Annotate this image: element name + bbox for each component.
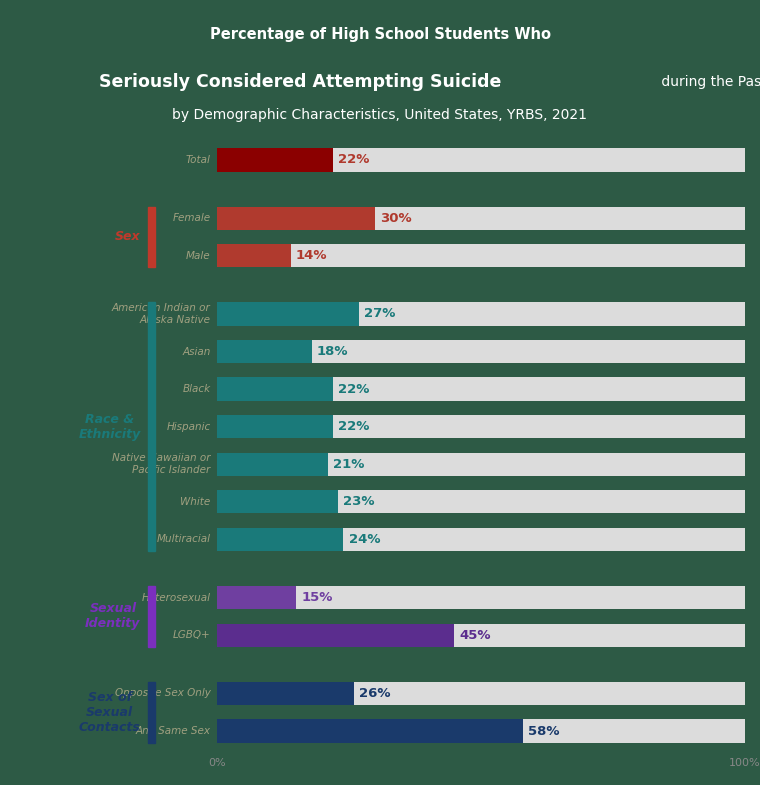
Text: 15%: 15% [301,591,332,604]
Bar [217,453,328,476]
Text: Percentage of High School Students Who: Percentage of High School Students Who [210,27,550,42]
Text: Total: Total [185,155,211,165]
Text: American Indian or
Alaska Native: American Indian or Alaska Native [112,303,211,325]
Bar [217,623,745,647]
Text: White: White [180,497,211,507]
Text: Opposite Sex Only: Opposite Sex Only [115,688,211,699]
Text: Seriously Considered Attempting Suicide: Seriously Considered Attempting Suicide [99,73,501,91]
Bar [217,490,338,513]
Bar [217,682,354,705]
Bar [217,148,745,172]
Text: 14%: 14% [296,249,328,262]
Text: Black: Black [182,384,211,394]
Bar [217,528,344,551]
Bar [217,244,745,268]
Text: LGBQ+: LGBQ+ [173,630,211,641]
Bar [217,206,745,230]
Text: Hispanic: Hispanic [166,422,211,432]
Bar [217,682,745,705]
Text: Asian: Asian [182,346,211,356]
Text: 23%: 23% [344,495,375,509]
Text: 58%: 58% [528,725,559,738]
Text: during the Past Year,: during the Past Year, [657,75,760,89]
Text: Multiracial: Multiracial [157,535,211,545]
Text: Female: Female [173,214,211,223]
Text: 26%: 26% [359,687,391,700]
Text: Sex of
Sexual
Contacts: Sex of Sexual Contacts [79,691,141,734]
Bar [217,415,333,438]
Bar [217,206,375,230]
Text: 22%: 22% [338,382,369,396]
Bar [217,378,745,401]
Text: 30%: 30% [380,212,412,225]
Text: 18%: 18% [317,345,348,358]
Text: 21%: 21% [333,458,364,471]
Bar [217,244,290,268]
Text: 24%: 24% [349,533,380,546]
Bar [217,340,745,363]
Text: Race &
Ethnicity: Race & Ethnicity [78,413,141,440]
Bar [217,453,745,476]
Bar [217,415,745,438]
Bar [217,586,296,609]
Text: Any Same Sex: Any Same Sex [135,726,211,736]
Bar [217,302,359,326]
Bar [217,623,454,647]
Text: Sexual
Identity: Sexual Identity [85,602,141,630]
Bar [217,586,745,609]
Bar [217,719,745,743]
Text: 22%: 22% [338,420,369,433]
Text: Male: Male [186,250,211,261]
Text: Heterosexual: Heterosexual [141,593,211,603]
Text: 22%: 22% [338,153,369,166]
Text: Sex: Sex [115,231,141,243]
Text: by Demographic Characteristics, United States, YRBS, 2021: by Demographic Characteristics, United S… [173,108,587,122]
Text: Native Hawaiian or
Pacific Islander: Native Hawaiian or Pacific Islander [112,454,211,475]
Bar [217,490,745,513]
Bar [217,340,312,363]
Bar [217,528,745,551]
Text: 27%: 27% [365,308,396,320]
Bar [217,378,333,401]
Bar [217,148,333,172]
Bar [217,719,523,743]
Text: 45%: 45% [460,629,491,642]
Bar [217,302,745,326]
